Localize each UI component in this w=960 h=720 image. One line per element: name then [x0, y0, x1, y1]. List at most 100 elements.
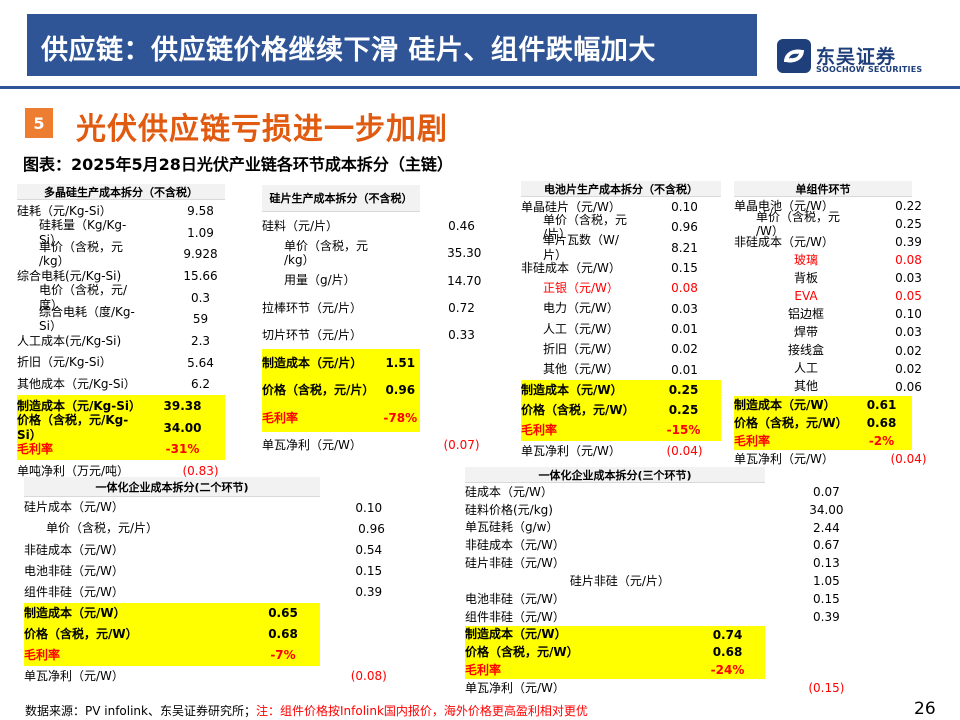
row-value: -31%: [165, 442, 200, 457]
row-value: 34.00: [809, 502, 844, 517]
table-row: 价格（含税，元/W） 0.68: [24, 623, 320, 645]
table-row: 电力（元/W） 0.03: [521, 298, 722, 318]
row-value: (0.08): [350, 669, 387, 684]
table-row: 毛利率 -24%: [465, 661, 765, 680]
table-row: 硅成本（元/W） 0.07: [465, 483, 878, 501]
table-row: 其他 0.06: [734, 378, 939, 396]
table-row: 制造成本（元/W） 0.25: [521, 379, 721, 400]
row-label: 组件非硅（元/W）: [24, 584, 124, 599]
row-value: 39.38: [163, 399, 202, 414]
row-label: 制造成本（元/W）: [521, 382, 623, 397]
row-value: 14.70: [447, 273, 482, 288]
row-value: 0.33: [448, 328, 475, 343]
row-label: 价格（含税，元/片）: [262, 383, 375, 398]
row-value: (0.83): [182, 464, 219, 479]
row-label: 单瓦净利（元/W）: [734, 451, 834, 466]
row-value: 15.66: [183, 268, 218, 283]
soochow-logo-icon: [777, 39, 811, 73]
row-value: -78%: [383, 410, 418, 425]
table-row: 单晶电池（元/W） 0.22: [734, 197, 939, 215]
row-label: 毛利率: [734, 433, 771, 448]
row-value: 0.65: [268, 606, 298, 621]
table-row: 单价（含税，元/片） 0.96: [24, 518, 418, 539]
row-value: -15%: [666, 423, 701, 438]
row-label: 硅片非硅（元/片）: [569, 573, 670, 588]
row-value: 0.07: [813, 484, 840, 499]
row-value: (0.15): [808, 681, 845, 696]
table-row: 制造成本（元/W） 0.61: [734, 395, 912, 414]
row-label: 电价（含税，元/ 度）: [39, 283, 128, 312]
table-row: 接线盒 0.02: [734, 342, 939, 360]
row-label: 单瓦净利（元/W）: [521, 443, 621, 458]
row-label: 其他: [793, 379, 818, 394]
row-label: 其他（元/W）: [543, 362, 619, 377]
row-value: 5.64: [187, 355, 214, 370]
table-row: 单吨净利（万元/吨） (0.83): [17, 460, 243, 482]
row-value: (0.04): [666, 443, 703, 458]
row-label: 制造成本（元/Kg-Si）: [17, 398, 142, 413]
table-row: 铝边框 0.10: [734, 305, 939, 323]
row-value: 35.30: [447, 246, 482, 261]
row-label: 毛利率: [521, 423, 558, 438]
module-cost-table: 单组件环节 单晶电池（元/W） 0.22 单价（含税，元 /W） 0.25 非硅成本（元/…: [734, 181, 939, 468]
row-value: 0.25: [668, 382, 699, 397]
row-label: 单吨净利（万元/吨）: [17, 463, 130, 478]
row-label: 硅料（元/片）: [262, 218, 339, 233]
section-title: 光伏供应链亏损进一步加剧: [76, 112, 448, 147]
row-label: 接线盒: [787, 343, 824, 358]
row-label: 电池非硅（元/W）: [465, 591, 565, 606]
table-row: 背板 0.03: [734, 269, 939, 287]
table-title: 多晶硅生产成本拆分（不含税）: [17, 184, 225, 200]
row-value: 6.2: [190, 377, 211, 392]
table-row: 单瓦净利（元/W） (0.08): [24, 666, 418, 687]
row-label: 单片瓦数（W/ 片）: [543, 233, 619, 262]
row-label: 价格（含税，元/W）: [521, 402, 635, 417]
row-value: -7%: [270, 648, 296, 663]
row-label: 非硅成本（元/W）: [734, 234, 834, 249]
row-value: 0.06: [895, 379, 922, 394]
row-value: 0.02: [895, 361, 922, 376]
source-footer: 数据来源：PV infolink、东吴证券研究所；注：组件价格按Infolink…: [25, 702, 588, 719]
row-value: 0.3: [190, 290, 211, 305]
table-row: 非硅成本（元/W） 0.39: [734, 233, 939, 251]
row-label: 单晶硅片（元/W）: [521, 199, 621, 214]
table-row: 折旧（元/W） 0.02: [521, 339, 722, 359]
row-value: 0.25: [895, 217, 922, 232]
row-label: 焊带: [793, 325, 818, 340]
table-row: 价格（含税，元/W） 0.68: [734, 413, 912, 432]
table-row: 价格（含税，元/W） 0.68: [465, 643, 765, 662]
table-row: 单瓦净利（元/W） (0.15): [465, 679, 878, 697]
section-number-badge: 5: [25, 108, 53, 138]
row-label: 单瓦净利（元/W）: [465, 680, 565, 695]
row-label: 单价（含税，元 /片）: [543, 213, 628, 242]
table-row: 制造成本（元/片） 1.51: [262, 349, 420, 377]
row-value: 0.08: [895, 253, 922, 268]
table-row: 玻璃 0.08: [734, 251, 939, 269]
row-value: 0.54: [355, 542, 383, 557]
row-value: 0.08: [671, 281, 698, 296]
row-value: 1.05: [813, 574, 840, 589]
table-title: 一体化企业成本拆分(二个环节): [24, 477, 320, 497]
price-note: 注：组件价格按Infolink国内报价，海外价格更高盈利相对更优: [256, 704, 588, 718]
table-row: 组件非硅（元/W） 0.39: [465, 608, 878, 626]
row-value: 0.10: [895, 307, 922, 322]
row-label: 拉棒环节（元/片）: [262, 300, 363, 315]
row-value: 0.25: [668, 403, 699, 418]
integrated-three-stage-table: 一体化企业成本拆分(三个环节) 硅成本（元/W） 0.07 硅料价格(元/kg) 34.…: [465, 467, 878, 697]
integrated-two-stage-table: 一体化企业成本拆分(二个环节) 硅片成本（元/W） 0.10 单价（含税，元/片） 0.…: [24, 477, 418, 687]
row-value: 0.05: [895, 289, 922, 304]
row-label: 硅料价格(元/kg): [465, 502, 553, 517]
row-value: 0.15: [355, 563, 383, 578]
row-label: 单瓦硅耗（g/w）: [465, 520, 559, 535]
row-value: 9.928: [183, 247, 218, 262]
table-row: 非硅成本（元/W） 0.54: [24, 539, 418, 560]
row-label: 铝边框: [787, 307, 824, 322]
row-value: 0.22: [895, 199, 922, 214]
row-label: 玻璃: [793, 253, 818, 268]
row-label: 制造成本（元/W）: [24, 605, 126, 620]
row-value: 0.13: [813, 556, 840, 571]
table-row: 单价（含税，元 /W） 0.25: [734, 210, 939, 238]
row-value: 0.10: [671, 200, 698, 215]
row-value: 0.61: [866, 397, 897, 412]
row-value: 8.21: [671, 240, 698, 255]
